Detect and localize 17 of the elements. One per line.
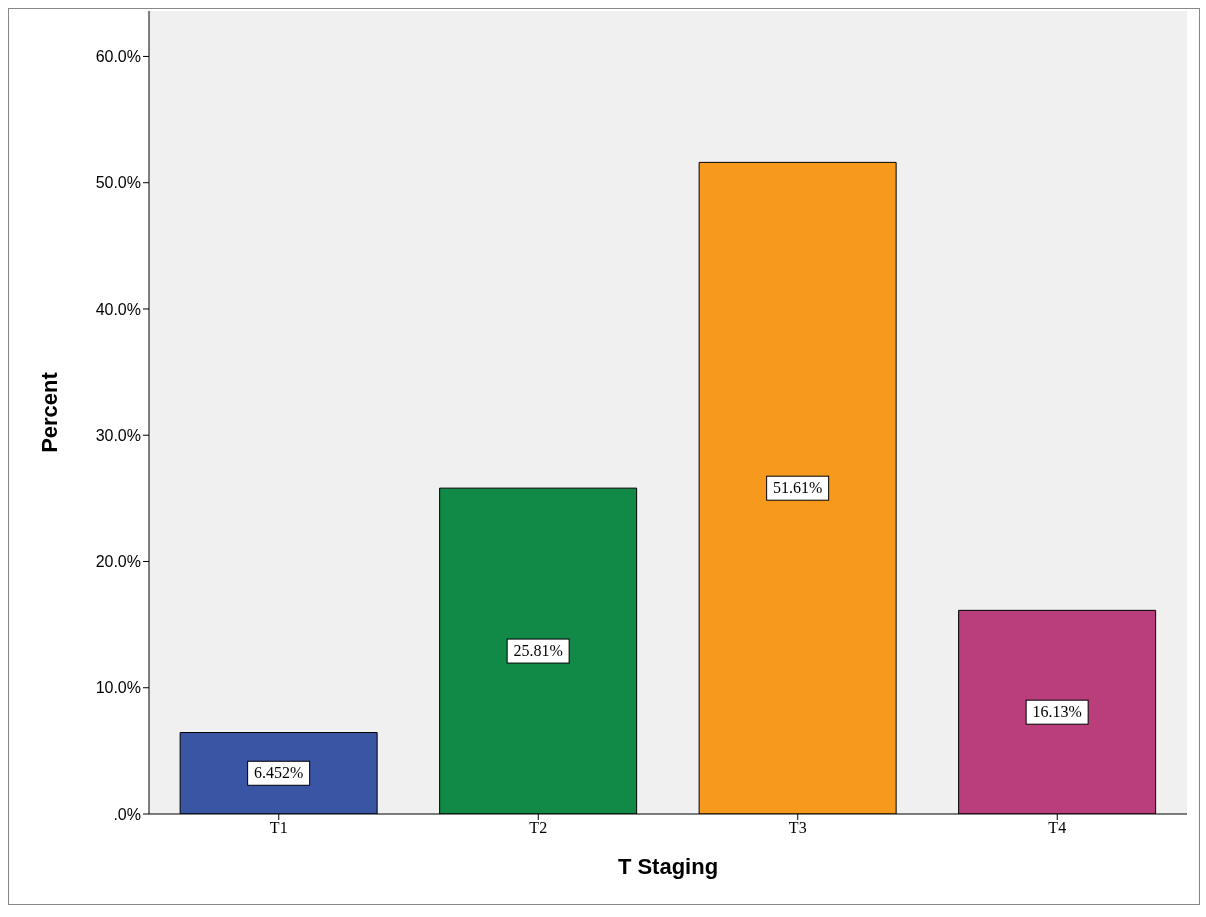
y-tick-label: 10.0% bbox=[95, 679, 141, 697]
y-axis-title: Percent bbox=[36, 371, 62, 453]
y-tick-label: 40.0% bbox=[95, 300, 141, 318]
x-axis-title: T Staging bbox=[617, 854, 719, 879]
y-tick-label: .0% bbox=[113, 805, 141, 823]
data-label: 25.81% bbox=[513, 642, 563, 660]
data-label: 6.452% bbox=[253, 764, 304, 782]
data-label: 51.61% bbox=[772, 479, 823, 497]
x-tick-label: T1 bbox=[269, 819, 288, 837]
data-label: 16.13% bbox=[1032, 703, 1082, 721]
y-tick-label: 30.0% bbox=[95, 426, 141, 444]
x-tick-label: T3 bbox=[788, 819, 807, 837]
y-tick-label: 60.0% bbox=[95, 48, 141, 66]
y-tick-label: 50.0% bbox=[95, 174, 141, 192]
x-tick-label: T4 bbox=[1048, 819, 1067, 837]
x-tick-label: T2 bbox=[529, 819, 548, 837]
y-tick-label: 20.0% bbox=[95, 553, 141, 571]
